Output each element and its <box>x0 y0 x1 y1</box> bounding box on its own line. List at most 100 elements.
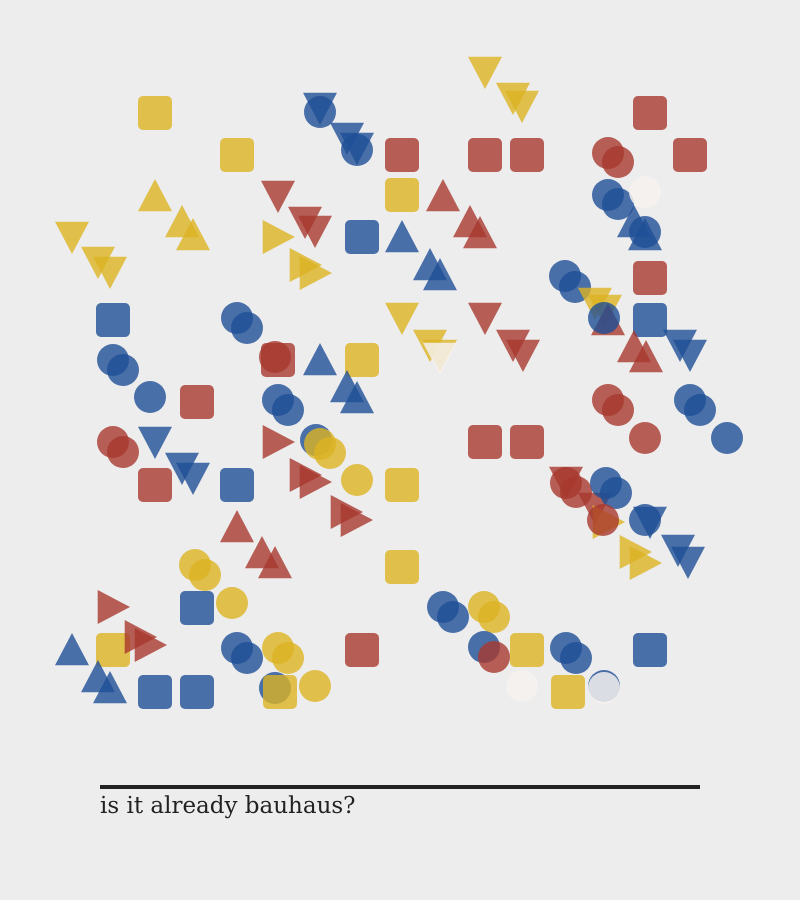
blue-circle-80 <box>684 394 716 426</box>
yellow-triangle-right-40 <box>299 256 332 290</box>
yellow-square-99 <box>385 468 419 502</box>
blue-square-46 <box>96 303 130 337</box>
blue-square-146 <box>138 675 172 709</box>
white-circle-151 <box>506 670 538 702</box>
white-circle-23 <box>629 176 661 208</box>
yellow-triangle-down-49 <box>385 302 419 335</box>
blue-triangle-up-60 <box>303 343 337 376</box>
yellow-square-149 <box>263 675 297 709</box>
blue-triangle-down-83 <box>138 426 172 459</box>
red-square-89 <box>510 425 544 459</box>
blue-square-147 <box>180 675 214 709</box>
yellow-circle-136 <box>272 642 304 674</box>
yellow-triangle-right-119 <box>629 546 662 580</box>
red-triangle-right-108 <box>340 503 373 537</box>
red-triangle-down-28 <box>298 215 332 248</box>
yellow-square-19 <box>385 178 419 212</box>
red-circle-82 <box>107 436 139 468</box>
blue-triangle-down-112 <box>633 506 667 539</box>
yellow-triangle-down-24 <box>55 221 89 254</box>
yellow-square-130 <box>96 633 130 667</box>
red-square-137 <box>345 633 379 667</box>
blue-circle-57 <box>107 354 139 386</box>
red-triangle-up-68 <box>629 340 663 373</box>
red-circle-15 <box>602 146 634 178</box>
blue-circle-48 <box>231 312 263 344</box>
red-triangle-up-106 <box>220 510 254 543</box>
yellow-triangle-right-29 <box>262 220 295 254</box>
red-triangle-right-97 <box>299 465 332 499</box>
red-triangle-up-20 <box>426 179 460 212</box>
blue-triangle-down-2 <box>303 92 337 125</box>
blue-square-55 <box>633 303 667 337</box>
blue-triangle-down-94 <box>176 462 210 495</box>
blue-square-123 <box>180 591 214 625</box>
blue-circle-105 <box>600 477 632 509</box>
red-square-12 <box>468 138 502 172</box>
yellow-triangle-up-17 <box>138 179 172 212</box>
yellow-circle-87 <box>314 437 346 469</box>
red-square-92 <box>138 468 172 502</box>
bauhaus-pattern <box>55 56 743 709</box>
blue-triangle-up-129 <box>55 633 89 666</box>
red-square-6 <box>633 96 667 130</box>
caption-rule <box>100 785 700 789</box>
blue-triangle-down-121 <box>671 546 705 579</box>
red-circle-139 <box>478 641 510 673</box>
yellow-square-7 <box>220 138 254 172</box>
blue-circle-74 <box>272 394 304 426</box>
red-triangle-right-84 <box>262 425 295 459</box>
blue-circle-142 <box>560 642 592 674</box>
red-square-88 <box>468 425 502 459</box>
yellow-triangle-down-5 <box>505 90 539 123</box>
blue-triangle-up-42 <box>423 258 457 291</box>
red-circle-110 <box>587 504 619 536</box>
blue-square-143 <box>633 633 667 667</box>
yellow-square-140 <box>510 633 544 667</box>
yellow-square-117 <box>385 550 419 584</box>
blue-triangle-up-36 <box>617 205 651 238</box>
blue-circle-54 <box>588 302 620 334</box>
red-circle-90 <box>629 422 661 454</box>
yellow-square-0 <box>138 96 172 130</box>
red-triangle-down-50 <box>468 302 502 335</box>
caption-text: is it already bauhaus? <box>100 793 356 819</box>
blue-square-95 <box>220 468 254 502</box>
blue-triangle-up-31 <box>385 220 419 253</box>
blue-triangle-down-10 <box>330 122 364 155</box>
red-triangle-down-18 <box>261 180 295 213</box>
yellow-triangle-up-26 <box>176 218 210 251</box>
blue-circle-91 <box>711 422 743 454</box>
red-triangle-down-66 <box>506 339 540 372</box>
red-square-13 <box>510 138 544 172</box>
red-triangle-up-114 <box>258 546 292 579</box>
red-square-11 <box>385 138 419 172</box>
white-triangle-down-64 <box>423 342 457 375</box>
yellow-circle-128 <box>478 601 510 633</box>
white-circle-154 <box>588 672 620 704</box>
blue-circle-126 <box>437 601 469 633</box>
red-square-45 <box>633 261 667 295</box>
red-square-16 <box>673 138 707 172</box>
blue-triangle-down-70 <box>673 339 707 372</box>
red-circle-78 <box>602 394 634 426</box>
yellow-circle-98 <box>341 464 373 496</box>
yellow-square-152 <box>551 675 585 709</box>
blue-square-30 <box>345 220 379 254</box>
yellow-square-61 <box>345 343 379 377</box>
red-triangle-right-132 <box>134 628 167 662</box>
yellow-circle-124 <box>216 587 248 619</box>
red-square-59 <box>261 343 295 377</box>
blue-circle-22 <box>602 188 634 220</box>
blue-triangle-up-76 <box>340 381 374 414</box>
blue-circle-71 <box>134 381 166 413</box>
yellow-triangle-down-38 <box>93 256 127 289</box>
yellow-circle-116 <box>189 559 221 591</box>
red-square-72 <box>180 385 214 419</box>
yellow-triangle-down-3 <box>468 56 502 89</box>
blue-triangle-up-145 <box>93 671 127 704</box>
blue-circle-134 <box>231 642 263 674</box>
red-triangle-right-122 <box>97 590 130 624</box>
red-triangle-up-33 <box>463 216 497 249</box>
yellow-circle-150 <box>299 670 331 702</box>
